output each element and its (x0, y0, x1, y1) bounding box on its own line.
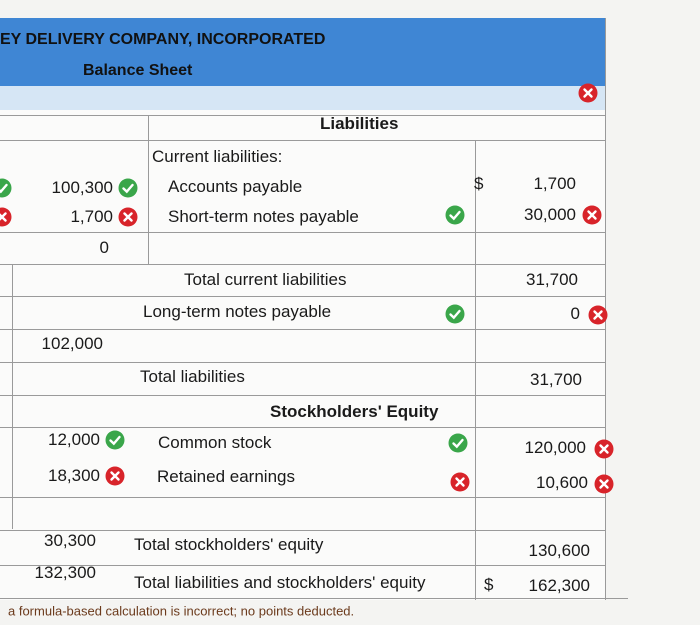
error-icon (594, 439, 614, 459)
amount: 162,300 (528, 576, 590, 595)
amount: 132,300 (34, 563, 96, 582)
grid-line (0, 395, 605, 396)
amount: 31,700 (526, 270, 578, 289)
grid-line (605, 18, 606, 600)
amount: 31,700 (530, 370, 582, 389)
grid-line (0, 497, 605, 498)
check-icon (105, 430, 125, 450)
row-label: Short-term notes payable (168, 207, 359, 226)
grid-line (12, 264, 13, 529)
currency: $ (474, 174, 484, 193)
row-label: Long-term notes payable (143, 302, 332, 321)
amount: 30,000 (524, 205, 576, 224)
error-icon (578, 83, 598, 103)
grid-line (148, 115, 149, 265)
row-label: Common stock (158, 433, 272, 452)
check-icon (448, 433, 468, 453)
row-label: Total liabilities (140, 367, 245, 386)
grid-line (0, 598, 628, 599)
amount: 0 (570, 304, 580, 323)
error-icon (0, 207, 12, 227)
row-label: Accounts payable (168, 177, 303, 196)
row-label: Retained earnings (157, 467, 295, 486)
error-icon (594, 474, 614, 494)
row-label: Total liabilities and stockholders' equi… (134, 573, 426, 592)
grid-line (0, 296, 605, 297)
amount: 1,700 (533, 174, 576, 193)
amount: 18,300 (48, 466, 100, 485)
row-label: Total current liabilities (184, 270, 347, 289)
amount: 1,700 (70, 207, 113, 226)
grid-line (0, 427, 605, 428)
grid-line (0, 530, 605, 531)
grid-line (0, 264, 605, 265)
currency: $ (484, 575, 494, 594)
amount: 10,600 (536, 473, 588, 492)
row-label: Total stockholders' equity (134, 535, 324, 554)
amount: 120,000 (524, 438, 586, 457)
amount: 30,300 (44, 531, 96, 550)
grid-line (0, 115, 605, 116)
header-bar (0, 18, 605, 86)
subheading: Current liabilities: (152, 147, 283, 166)
check-icon (445, 304, 465, 324)
footer-note: a formula-based calculation is incorrect… (8, 603, 355, 619)
grid-line (475, 140, 476, 600)
amount: 0 (99, 238, 109, 257)
amount: 130,600 (528, 541, 590, 560)
company-title: EY DELIVERY COMPANY, INCORPORATED (0, 31, 326, 48)
error-icon (118, 207, 138, 227)
header-band (0, 86, 605, 110)
grid-line (0, 329, 605, 330)
error-icon (588, 305, 608, 325)
sheet-title: Balance Sheet (83, 62, 193, 79)
grid-line (0, 565, 605, 566)
check-icon (118, 178, 138, 198)
grid-line (0, 362, 605, 363)
table-bg (0, 110, 605, 600)
section-heading: Liabilities (320, 114, 399, 133)
amount: 100,300 (51, 178, 113, 197)
check-icon (445, 205, 465, 225)
error-icon (450, 472, 470, 492)
check-icon (0, 178, 12, 198)
grid-line (0, 140, 605, 141)
error-icon (582, 205, 602, 225)
error-icon (105, 466, 125, 486)
section-heading: Stockholders' Equity (270, 402, 439, 421)
grid-line (0, 232, 605, 233)
amount: 102,000 (41, 334, 103, 353)
amount: 12,000 (48, 430, 100, 449)
